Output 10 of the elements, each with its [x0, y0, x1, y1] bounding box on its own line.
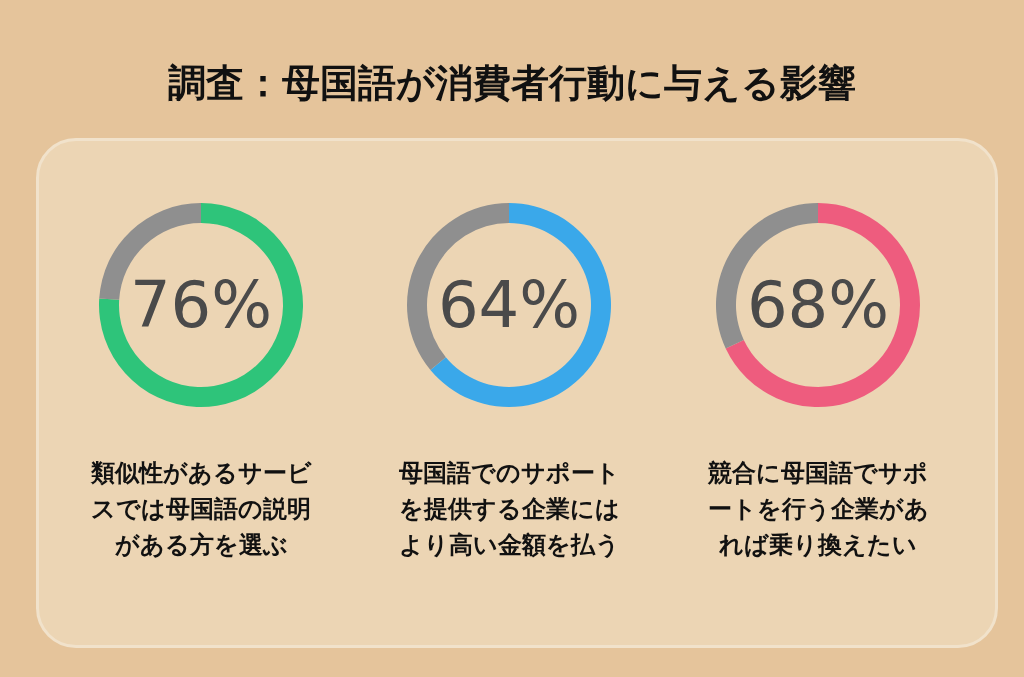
text: 競合に母国語でサポートを行う企業があれば乗り換えたい — [706, 458, 930, 561]
data-label: 76% — [129, 268, 273, 342]
data-label: 68% — [746, 268, 890, 342]
donut-slice — [430, 203, 611, 407]
text: 類似性があるサービスでは母国語の説明がある方を選ぶ — [89, 458, 313, 561]
donut-slice — [99, 203, 303, 407]
text: 調査：母国語が消費者行動に与える影響 — [167, 60, 857, 107]
donut-slice — [725, 203, 920, 407]
text: 母国語でのサポートを提供する企業にはより高い金額を払う — [397, 458, 621, 561]
data-label: 64% — [437, 268, 581, 342]
